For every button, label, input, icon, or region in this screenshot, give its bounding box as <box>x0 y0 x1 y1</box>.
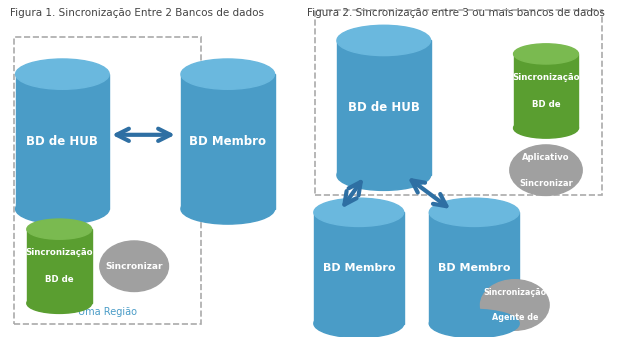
Bar <box>314 212 404 324</box>
Ellipse shape <box>319 203 398 222</box>
Ellipse shape <box>16 194 109 224</box>
Bar <box>337 40 431 175</box>
Text: LOCAL: LOCAL <box>456 329 492 337</box>
Ellipse shape <box>21 63 104 85</box>
Ellipse shape <box>181 194 275 224</box>
Text: BD de HUB: BD de HUB <box>348 101 420 114</box>
Ellipse shape <box>429 309 519 337</box>
Bar <box>14 37 201 324</box>
Ellipse shape <box>314 198 404 226</box>
Ellipse shape <box>100 241 168 292</box>
Text: Sincronizar: Sincronizar <box>105 262 163 271</box>
Ellipse shape <box>27 219 92 239</box>
Bar <box>315 10 602 195</box>
Ellipse shape <box>181 59 275 89</box>
Bar <box>16 74 109 209</box>
Bar <box>514 54 578 128</box>
Ellipse shape <box>27 293 92 313</box>
Text: BD Membro: BD Membro <box>323 263 395 273</box>
Ellipse shape <box>510 145 582 195</box>
Text: BD de: BD de <box>532 100 560 109</box>
Bar <box>429 212 519 324</box>
Text: Aplicativo: Aplicativo <box>522 153 570 161</box>
Ellipse shape <box>435 203 514 222</box>
Ellipse shape <box>337 25 431 56</box>
Text: Sincronizar: Sincronizar <box>519 179 573 188</box>
Ellipse shape <box>517 47 575 61</box>
Text: BD de HUB: BD de HUB <box>26 135 99 148</box>
Ellipse shape <box>480 280 549 330</box>
Ellipse shape <box>514 44 578 64</box>
Text: BD Membro: BD Membro <box>438 263 510 273</box>
Text: Figura 2. Sincronização entre 3 ou mais bancos de dados: Figura 2. Sincronização entre 3 ou mais … <box>306 8 605 19</box>
Bar <box>27 229 92 303</box>
Ellipse shape <box>314 309 404 337</box>
Text: BD Membro: BD Membro <box>189 135 266 148</box>
Ellipse shape <box>343 30 425 51</box>
Ellipse shape <box>429 198 519 226</box>
Bar <box>181 74 275 209</box>
Text: Sincronização: Sincronização <box>483 288 547 297</box>
Ellipse shape <box>187 63 269 85</box>
Ellipse shape <box>16 59 109 89</box>
Text: Sincronização: Sincronização <box>26 248 93 257</box>
Text: Agente de: Agente de <box>492 313 538 322</box>
Text: AZURE: AZURE <box>339 329 378 337</box>
Text: Figura 1. Sincronização Entre 2 Bancos de dados: Figura 1. Sincronização Entre 2 Bancos d… <box>10 8 265 19</box>
Text: Uma Região: Uma Região <box>78 307 137 317</box>
Ellipse shape <box>31 222 88 236</box>
Text: BD de: BD de <box>45 275 74 284</box>
Ellipse shape <box>337 160 431 190</box>
Ellipse shape <box>514 118 578 138</box>
Text: Sincronização: Sincronização <box>512 73 580 82</box>
